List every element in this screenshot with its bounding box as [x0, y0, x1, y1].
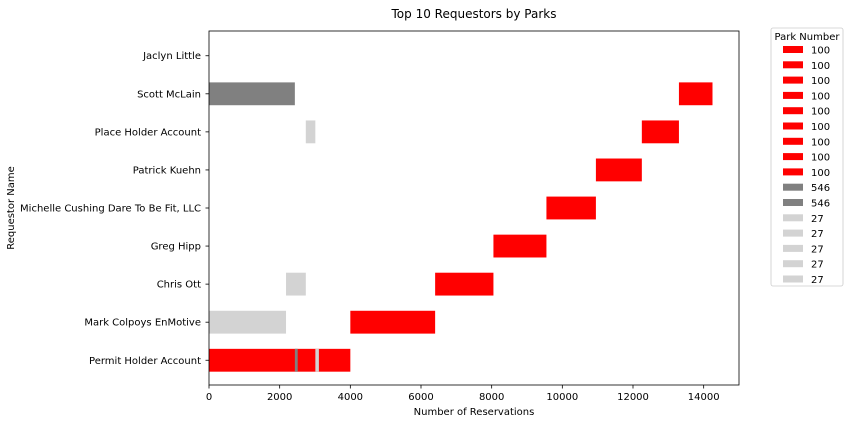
legend-label: 100: [811, 122, 830, 133]
bar-segment: [435, 272, 494, 296]
legend-swatch: [783, 107, 803, 115]
legend-label: 27: [811, 260, 824, 271]
legend-swatch: [783, 61, 803, 69]
legend-swatch: [783, 275, 803, 283]
legend-label: 100: [811, 91, 830, 102]
x-axis-label: Number of Reservations: [414, 407, 535, 418]
x-axis: 0 2000 4000 6000 8000 10000 12000 14000: [206, 385, 720, 403]
legend-swatch: [783, 199, 803, 206]
legend-swatch: [783, 214, 803, 222]
legend-label: 546: [811, 183, 830, 194]
legend-label: 100: [811, 107, 830, 118]
y-tick-label: Michelle Cushing Dare To Be Fit, LLC: [20, 204, 201, 215]
y-tick-label: Patrick Kuehn: [133, 165, 201, 176]
bar-segment: [315, 348, 319, 372]
legend-swatch: [783, 122, 803, 130]
y-tick-label: Permit Holder Account: [89, 356, 201, 367]
bar-segment: [678, 82, 713, 106]
legend-swatch: [783, 244, 803, 252]
y-tick-label: Place Holder Account: [95, 127, 201, 138]
legend-swatch: [783, 229, 803, 237]
bar-segment: [493, 234, 547, 258]
y-tick-label: Mark Colpoys EnMotive: [84, 318, 201, 329]
legend-frame: [770, 27, 844, 287]
bars-layer: [209, 82, 713, 372]
x-tick-label: 4000: [338, 392, 363, 403]
legend-label: 100: [811, 168, 830, 179]
bar-segment: [641, 120, 679, 144]
bar-segment: [209, 348, 351, 372]
legend-swatch: [783, 76, 803, 84]
legend: Park Number 100 100 100 100 100 100 100 100 100 5…: [770, 27, 844, 287]
y-tick-label: Scott McLain: [137, 89, 201, 100]
bar-segment: [350, 310, 436, 334]
legend-label: 100: [811, 61, 830, 72]
x-tick-label: 12000: [617, 392, 649, 403]
y-axis-label: Requestor Name: [6, 166, 17, 250]
legend-title: Park Number: [775, 32, 841, 43]
x-tick-label: 10000: [546, 392, 578, 403]
x-tick-label: 8000: [479, 392, 504, 403]
legend-label: 27: [811, 214, 824, 225]
x-tick-label: 14000: [688, 392, 720, 403]
legend-label: 100: [811, 153, 830, 164]
chart-title: Top 10 Requestors by Parks: [391, 7, 557, 21]
legend-swatch: [783, 168, 803, 176]
x-tick-label: 0: [206, 392, 212, 403]
bar-segment: [305, 120, 316, 144]
y-tick-label: Jaclyn Little: [142, 51, 201, 62]
legend-label: 27: [811, 275, 824, 286]
x-tick-label: 6000: [408, 392, 433, 403]
y-tick-label: Greg Hipp: [151, 242, 201, 253]
legend-swatch: [783, 137, 803, 145]
legend-swatch: [783, 46, 803, 53]
legend-label: 100: [811, 46, 830, 57]
legend-swatch: [783, 153, 803, 161]
bar-segment: [546, 196, 596, 220]
bar-segment: [286, 272, 306, 296]
bar-segment: [595, 158, 642, 182]
x-tick-label: 2000: [267, 392, 292, 403]
legend-label: 100: [811, 76, 830, 87]
legend-label: 27: [811, 229, 824, 240]
bar-segment: [209, 82, 295, 106]
legend-swatch: [783, 183, 803, 191]
legend-swatch: [783, 91, 803, 99]
legend-swatch: [783, 260, 803, 268]
legend-label: 27: [811, 244, 824, 255]
legend-label: 546: [811, 199, 830, 210]
y-tick-label: Chris Ott: [157, 280, 201, 291]
y-axis: Permit Holder Account Mark Colpoys EnMoti…: [20, 51, 209, 367]
bar-segment: [209, 310, 287, 334]
bar-segment: [294, 348, 298, 372]
legend-label: 100: [811, 137, 830, 148]
